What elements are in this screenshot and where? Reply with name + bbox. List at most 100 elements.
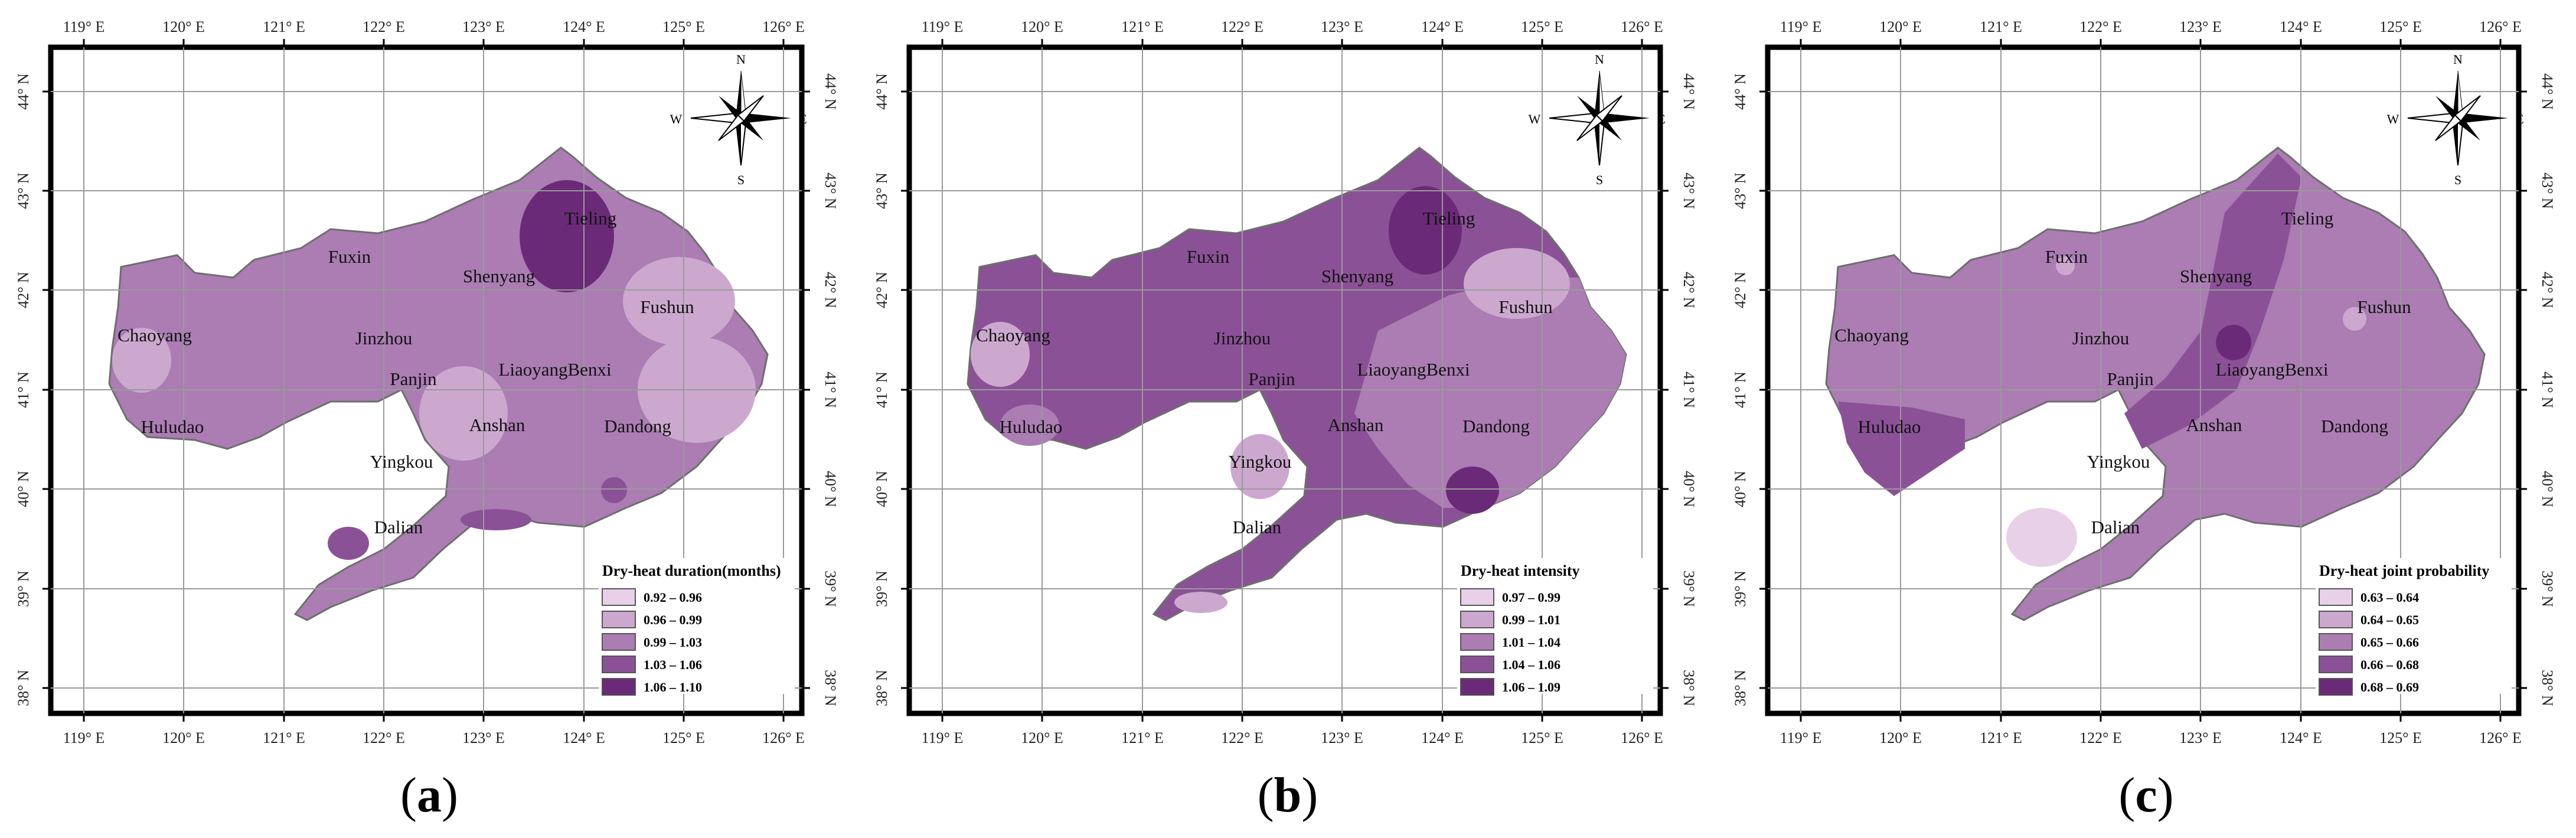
compass-letter: S xyxy=(2454,172,2461,187)
x-tick-label: 121° E xyxy=(1121,729,1164,746)
legend-label: 0.65 – 0.66 xyxy=(2360,635,2419,650)
y-tick-label: 39° N xyxy=(822,570,839,607)
city-label: Huludao xyxy=(1858,416,1921,437)
y-tick-label: 38° N xyxy=(15,670,32,706)
legend-swatch xyxy=(2319,678,2353,696)
city-label: Chaoyang xyxy=(117,325,192,345)
y-tick-label: 43° N xyxy=(873,172,890,209)
city-label: Shenyang xyxy=(463,266,535,286)
x-tick-label: 121° E xyxy=(263,18,305,35)
legend: Dry-heat joint probability 0.63 – 0.64 0.6… xyxy=(2316,558,2512,696)
compass-letter: W xyxy=(1529,112,1541,126)
north-arrow-icon: N S W E xyxy=(670,52,807,187)
legend-label: 0.99 – 1.01 xyxy=(1502,612,1560,627)
y-tick-label: 39° N xyxy=(1732,570,1749,607)
city-label: Shenyang xyxy=(2180,266,2252,286)
north-arrow-icon: N S W E xyxy=(1529,52,1666,187)
x-tick-label: 123° E xyxy=(1321,729,1363,746)
y-tick-label: 38° N xyxy=(873,670,890,706)
y-tick-label: 43° N xyxy=(822,172,839,209)
x-tick-label: 122° E xyxy=(363,18,405,35)
compass-letter: W xyxy=(2387,112,2399,126)
y-tick-label: 39° N xyxy=(873,570,890,607)
city-label: Dalian xyxy=(2091,517,2140,537)
y-tick-label: 40° N xyxy=(873,471,890,507)
y-tick-label: 40° N xyxy=(822,471,839,507)
x-tick-label: 125° E xyxy=(1521,729,1563,746)
city-label: Dandong xyxy=(2321,416,2388,436)
y-tick-label: 38° N xyxy=(822,670,839,706)
legend-swatch xyxy=(2319,611,2353,628)
legend-label: 1.06 – 1.09 xyxy=(1502,680,1560,694)
y-tick-label: 40° N xyxy=(2539,471,2556,507)
city-label: Fuxin xyxy=(328,246,371,267)
x-tick-label: 122° E xyxy=(2079,729,2122,746)
x-tick-label: 120° E xyxy=(1879,18,1922,35)
legend-swatch xyxy=(1460,611,1494,628)
x-tick-label: 124° E xyxy=(2280,18,2322,35)
compass-letter: S xyxy=(1596,172,1603,187)
y-tick-label: 38° N xyxy=(1732,670,1749,706)
city-label: Chaoyang xyxy=(1834,325,1909,345)
city-label: Anshan xyxy=(1328,415,1384,435)
legend-title: Dry-heat intensity xyxy=(1461,562,1579,579)
axis-ticks: 119° E 119° E 120° E 120° E 121° E 121° E 122°… xyxy=(873,18,1697,746)
legend-label: 1.01 – 1.04 xyxy=(1502,635,1560,650)
compass-letter: N xyxy=(1595,52,1604,67)
compass-letter: N xyxy=(736,52,746,67)
x-tick-label: 119° E xyxy=(1780,18,1822,35)
legend-label: 0.99 – 1.03 xyxy=(644,635,702,650)
panel-caption-c: (c) xyxy=(2118,768,2174,823)
y-tick-label: 43° N xyxy=(2539,172,2556,209)
city-label: Dalian xyxy=(1233,517,1282,537)
legend-label: 1.06 – 1.10 xyxy=(644,680,702,694)
liaoning-region xyxy=(1825,146,2486,621)
legend-swatch xyxy=(1460,633,1494,651)
x-tick-label: 126° E xyxy=(2479,18,2522,35)
x-tick-label: 120° E xyxy=(162,18,205,35)
city-label: Shenyang xyxy=(1321,266,1393,286)
graticule xyxy=(909,47,1660,713)
y-tick-label: 41° N xyxy=(1680,371,1697,408)
city-label: Panjin xyxy=(1248,369,1295,389)
city-label: Tieling xyxy=(564,208,616,229)
city-label: Jinzhou xyxy=(1214,328,1271,348)
x-tick-label: 123° E xyxy=(2179,18,2222,35)
y-tick-label: 43° N xyxy=(1732,172,1749,209)
x-tick-label: 124° E xyxy=(2280,729,2322,746)
city-label: Jinzhou xyxy=(2072,328,2129,348)
x-tick-label: 121° E xyxy=(1121,18,1164,35)
x-tick-label: 126° E xyxy=(1621,18,1663,35)
north-arrow-icon: N S W E xyxy=(2387,52,2524,187)
city-label: Dandong xyxy=(604,416,671,436)
y-tick-label: 40° N xyxy=(15,471,32,507)
legend-swatch xyxy=(1460,656,1494,673)
x-tick-label: 125° E xyxy=(662,729,705,746)
x-tick-label: 126° E xyxy=(762,729,805,746)
legend-swatch xyxy=(602,588,636,606)
city-label: LiaoyangBenxi xyxy=(498,359,612,380)
city-label: Dandong xyxy=(1462,416,1530,436)
x-tick-label: 119° E xyxy=(1780,729,1822,746)
x-tick-label: 119° E xyxy=(63,729,105,746)
x-tick-label: 121° E xyxy=(263,729,305,746)
y-tick-label: 42° N xyxy=(822,272,839,308)
x-tick-label: 120° E xyxy=(1879,729,1922,746)
legend: Dry-heat intensity 0.97 – 0.99 0.99 – 1.01… xyxy=(1457,558,1653,696)
y-tick-label: 44° N xyxy=(1680,73,1697,110)
x-tick-label: 119° E xyxy=(922,729,964,746)
axis-ticks: 119° E 119° E 120° E 120° E 121° E 121° E 122°… xyxy=(15,18,839,746)
city-label: LiaoyangBenxi xyxy=(1357,359,1470,380)
y-tick-label: 40° N xyxy=(1680,471,1697,507)
city-label: Yingkou xyxy=(370,451,433,472)
x-tick-label: 120° E xyxy=(1021,18,1063,35)
legend-label: 0.66 – 0.68 xyxy=(2360,657,2419,672)
legend-label: 1.04 – 1.06 xyxy=(1502,657,1560,672)
city-labels: Tieling Fuxin Shenyang Fushun Chaoyang Jinzho… xyxy=(117,208,694,537)
legend-swatch xyxy=(602,633,636,651)
axis-ticks: 119° E 119° E 120° E 120° E 121° E 121° E 122°… xyxy=(1732,18,2556,746)
legend-swatch xyxy=(602,611,636,628)
legend-swatch xyxy=(2319,588,2353,606)
panel-caption-a: (a) xyxy=(400,768,458,823)
compass-letter: S xyxy=(737,172,745,187)
